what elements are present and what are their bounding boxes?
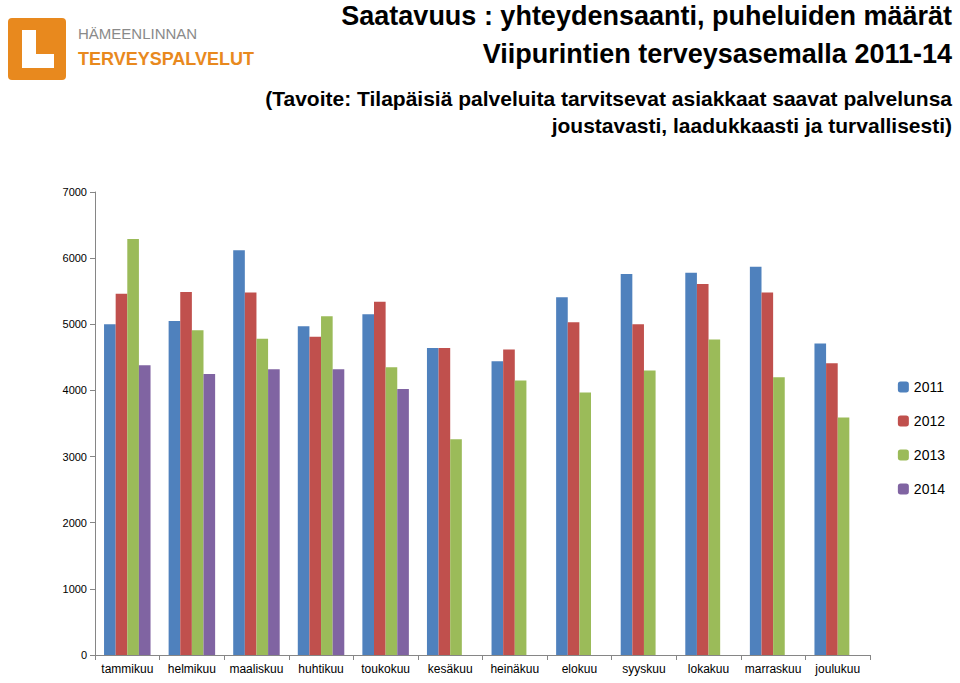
svg-text:toukokuu: toukokuu xyxy=(361,662,410,676)
svg-text:heinäkuu: heinäkuu xyxy=(490,662,539,676)
svg-text:Viipurintien terveysasemalla 2: Viipurintien terveysasemalla 2011-14 xyxy=(483,39,952,69)
svg-text:2012: 2012 xyxy=(914,413,945,429)
svg-text:marraskuu: marraskuu xyxy=(745,662,802,676)
svg-text:HÄMEENLINNAN: HÄMEENLINNAN xyxy=(78,25,197,42)
svg-text:maaliskuu: maaliskuu xyxy=(229,662,283,676)
svg-text:5000: 5000 xyxy=(63,318,87,330)
svg-text:Saatavuus : yhteydensaanti, pu: Saatavuus : yhteydensaanti, puheluiden m… xyxy=(341,1,952,31)
svg-text:tammikuu: tammikuu xyxy=(101,662,153,676)
svg-text:elokuu: elokuu xyxy=(562,662,597,676)
svg-text:joustavasti, laadukkaasti ja t: joustavasti, laadukkaasti ja turvallises… xyxy=(551,114,952,137)
svg-text:(Tavoite: Tilapäisiä palveluit: (Tavoite: Tilapäisiä palveluita tarvitse… xyxy=(265,87,952,110)
svg-text:helmikuu: helmikuu xyxy=(168,662,216,676)
svg-text:lokakuu: lokakuu xyxy=(688,662,729,676)
svg-text:2013: 2013 xyxy=(914,447,945,463)
svg-text:1000: 1000 xyxy=(63,583,87,595)
svg-text:3000: 3000 xyxy=(63,451,87,463)
svg-text:kesäkuu: kesäkuu xyxy=(428,662,473,676)
svg-text:2014: 2014 xyxy=(914,481,945,497)
svg-text:7000: 7000 xyxy=(63,186,87,198)
svg-text:TERVEYSPALVELUT: TERVEYSPALVELUT xyxy=(78,49,254,69)
svg-text:2000: 2000 xyxy=(63,517,87,529)
svg-text:joulukuu: joulukuu xyxy=(814,662,860,676)
svg-text:0: 0 xyxy=(81,649,87,661)
svg-text:6000: 6000 xyxy=(63,252,87,264)
svg-text:huhtikuu: huhtikuu xyxy=(298,662,343,676)
svg-text:2011: 2011 xyxy=(914,379,944,395)
svg-text:4000: 4000 xyxy=(63,384,87,396)
svg-text:syyskuu: syyskuu xyxy=(622,662,665,676)
